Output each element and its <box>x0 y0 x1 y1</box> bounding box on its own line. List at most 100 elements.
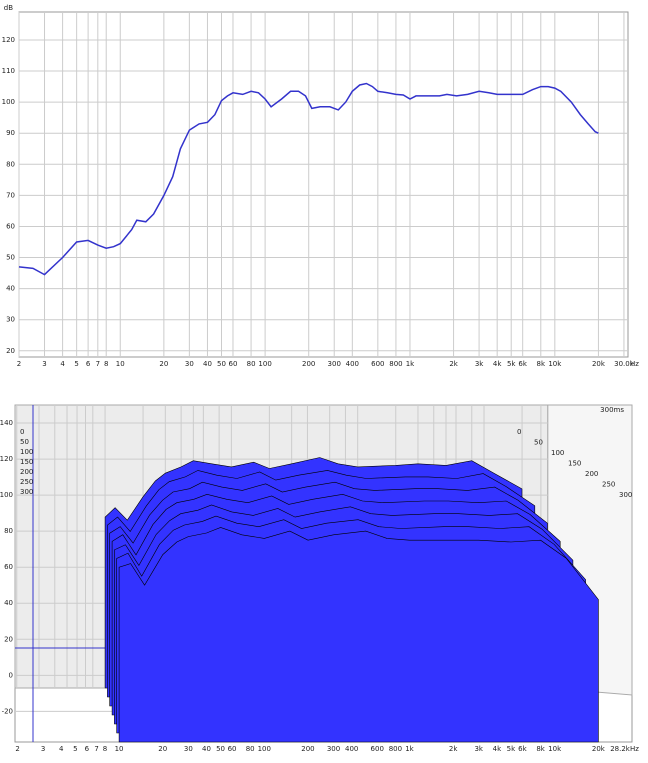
y-tick-label: 50 <box>6 254 15 262</box>
slice-label: 0 <box>517 428 521 436</box>
x-tick-label: 200 <box>302 360 315 368</box>
x-tick-label: 5k <box>507 360 516 368</box>
x-tick-label: 5k <box>507 745 516 753</box>
x-tick-label: 300 <box>327 745 340 753</box>
x-tick-label: 5 <box>74 360 78 368</box>
slice-label: 100 <box>551 449 564 457</box>
x-tick-label: 300 <box>328 360 341 368</box>
x-tick-label: 7 <box>96 360 100 368</box>
x-tick-label: 30.0k <box>614 360 635 368</box>
y-tick-label: 60 <box>4 563 13 571</box>
slice-label: 0 <box>20 428 24 436</box>
y-tick-label: 40 <box>4 599 13 607</box>
y-tick-label: 40 <box>6 285 15 293</box>
x-tick-label: 10k <box>548 745 562 753</box>
x-tick-label: 8 <box>104 360 108 368</box>
y-axis-label: dB <box>4 4 13 12</box>
x-tick-label: 30 <box>184 745 193 753</box>
x-tick-label: 50 <box>217 360 226 368</box>
x-tick-label: 6k <box>518 360 527 368</box>
x-tick-label: 2k <box>449 745 458 753</box>
x-tick-label: 20 <box>159 360 168 368</box>
x-tick-label: 6 <box>85 745 90 753</box>
x-tick-label: 3 <box>42 360 46 368</box>
x-tick-label: 50 <box>216 745 225 753</box>
x-tick-label: 4 <box>60 360 65 368</box>
x-tick-label: 10 <box>116 360 125 368</box>
y-tick-label: 20 <box>6 347 15 355</box>
x-tick-label: 600 <box>371 360 384 368</box>
x-tick-label: 40 <box>202 745 211 753</box>
y-tick-label: 70 <box>6 191 15 199</box>
x-tick-label: 600 <box>371 745 384 753</box>
x-tick-label: 40 <box>203 360 212 368</box>
x-tick-label: 8 <box>103 745 107 753</box>
x-tick-label: 3k <box>474 745 483 753</box>
y-tick-label: 80 <box>4 527 13 535</box>
x-tick-label: 60 <box>229 360 238 368</box>
x-tick-label: 2k <box>449 360 458 368</box>
x-tick-label: 6k <box>518 745 527 753</box>
y-tick-label: 120 <box>2 36 15 44</box>
x-tick-label: 3k <box>475 360 484 368</box>
x-tick-label: 4 <box>59 745 64 753</box>
y-tick-label: 90 <box>6 129 15 137</box>
y-tick-label: -20 <box>2 707 13 715</box>
x-tick-label: 80 <box>246 745 255 753</box>
x-tick-label: 1k <box>405 745 414 753</box>
slice-area <box>118 527 599 743</box>
x-tick-label: 100 <box>258 360 271 368</box>
y-tick-label: 30 <box>6 316 15 324</box>
x-tick-label: 60 <box>228 745 237 753</box>
x-tick-label: 8k <box>536 745 545 753</box>
x-tick-label: 6 <box>86 360 91 368</box>
slice-label: 300 <box>619 491 632 499</box>
x-tick-label: 7 <box>94 745 98 753</box>
plot-frame <box>18 11 629 358</box>
slice-label: 200 <box>20 468 33 476</box>
x-tick-label: 20k <box>592 745 606 753</box>
slice-label: 150 <box>20 458 33 466</box>
slice-label: 200 <box>585 470 598 478</box>
x-axis-label: Hz <box>630 745 639 753</box>
x-tick-label: 80 <box>247 360 256 368</box>
y-tick-label: 100 <box>0 491 13 499</box>
x-tick-label: 2 <box>15 745 19 753</box>
y-tick-label: 110 <box>2 67 15 75</box>
x-tick-label: 2 <box>17 360 21 368</box>
y-tick-label: 100 <box>2 98 15 106</box>
slice-label: 50 <box>534 439 543 447</box>
response-line <box>18 82 599 276</box>
x-tick-label: 400 <box>345 745 358 753</box>
slice-label: 100 <box>20 448 33 456</box>
x-tick-label: 4k <box>493 745 502 753</box>
x-tick-label: 10k <box>548 360 562 368</box>
slice-label: 250 <box>602 481 615 489</box>
y-tick-label: 120 <box>0 455 13 463</box>
y-tick-label: 20 <box>4 635 13 643</box>
x-tick-label: 8k <box>537 360 546 368</box>
y-tick-label: 0 <box>9 671 13 679</box>
x-tick-label: 5 <box>73 745 77 753</box>
y-tick-label: 80 <box>6 160 15 168</box>
x-tick-label: 4k <box>493 360 502 368</box>
x-tick-label: 800 <box>389 745 402 753</box>
x-tick-label: 200 <box>301 745 314 753</box>
y-tick-label: 60 <box>6 222 15 230</box>
x-tick-label: 28.2k <box>610 745 631 753</box>
x-tick-label: 3 <box>41 745 45 753</box>
x-tick-label: 1k <box>406 360 415 368</box>
x-tick-label: 20 <box>158 745 167 753</box>
depth-label: 300ms <box>600 406 624 414</box>
x-tick-label: 400 <box>346 360 359 368</box>
x-tick-label: 10 <box>115 745 124 753</box>
x-tick-label: 20k <box>592 360 606 368</box>
slice-label: 150 <box>568 460 581 468</box>
x-tick-label: 800 <box>389 360 402 368</box>
slice-label: 50 <box>20 438 29 446</box>
x-tick-label: 100 <box>258 745 271 753</box>
x-tick-label: 30 <box>185 360 194 368</box>
slice-label: 250 <box>20 478 33 486</box>
